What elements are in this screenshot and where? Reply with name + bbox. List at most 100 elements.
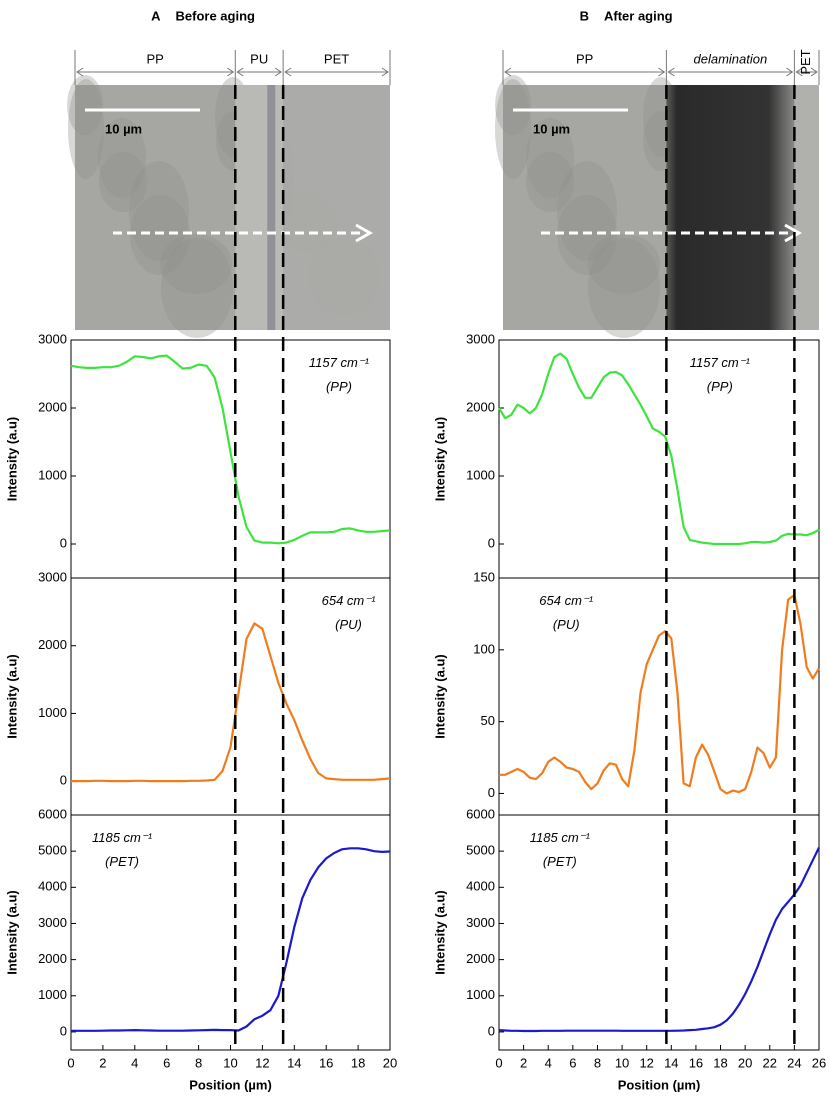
x-tick-label: 12: [255, 1055, 269, 1070]
x-tick-label: 2: [99, 1055, 106, 1070]
scan-arrow-head: [784, 223, 803, 243]
annotation: (PET): [105, 854, 139, 869]
texture: [160, 234, 232, 294]
y-tick-label: 5000: [38, 843, 67, 858]
pet-layer: [283, 85, 390, 330]
scale-bar-label: 10 µm: [533, 121, 570, 136]
region-arrow-head: [504, 67, 666, 77]
x-tick-label: 26: [812, 1055, 826, 1070]
annotation: 654 cm⁻¹: [539, 593, 593, 608]
panel-title: After aging: [604, 8, 673, 23]
scan-arrow-head: [355, 223, 374, 243]
region-arrow-head: [236, 67, 283, 77]
x-tick-label: 18: [713, 1055, 727, 1070]
x-tick-label: 2: [520, 1055, 527, 1070]
y-tick-label: 2000: [466, 951, 495, 966]
y-tick-label: 50: [481, 713, 495, 728]
y-axis-label: Intensity (a.u): [4, 417, 19, 502]
x-tick-label: 8: [195, 1055, 202, 1070]
y-tick-label: 2000: [466, 399, 495, 414]
x-tick-label: 20: [383, 1055, 397, 1070]
x-tick-label: 4: [131, 1055, 138, 1070]
pu-line: [267, 85, 276, 330]
texture: [588, 238, 660, 338]
x-axis-label: Position (µm): [189, 1077, 272, 1092]
texture: [130, 195, 190, 275]
region-arrow-head: [284, 67, 389, 77]
texture: [557, 161, 617, 261]
x-tick-label: 14: [287, 1055, 301, 1070]
plot-frame: [70, 339, 391, 579]
texture: [68, 79, 104, 179]
x-tick-label: 6: [569, 1055, 576, 1070]
data-line: [498, 847, 820, 1033]
data-line: [71, 622, 391, 783]
plot-frame: [498, 577, 820, 816]
y-tick-label: 0: [60, 1023, 67, 1038]
y-axis-label: Intensity (a.u): [432, 890, 447, 975]
region-arrow-head: [76, 67, 235, 77]
y-tick-label: 3000: [466, 331, 495, 346]
texture: [526, 152, 574, 212]
x-tick-label: 10: [223, 1055, 237, 1070]
x-tick-label: 16: [319, 1055, 333, 1070]
region-label: PP: [576, 51, 593, 66]
x-tick-label: 10: [615, 1055, 629, 1070]
annotation: (PP): [326, 379, 352, 394]
texture: [588, 234, 660, 294]
texture: [161, 238, 233, 338]
region-label: delamination: [694, 51, 768, 66]
panel-title: Before aging: [176, 8, 256, 23]
x-tick-label: 6: [163, 1055, 170, 1070]
annotation: 1185 cm⁻¹: [92, 830, 153, 845]
panel-label: B: [580, 8, 589, 23]
y-tick-label: 4000: [38, 879, 67, 894]
y-tick-label: 1000: [466, 467, 495, 482]
region-label: PET: [798, 49, 813, 74]
panel-label: A: [151, 8, 161, 23]
y-tick-label: 0: [488, 1023, 495, 1038]
y-tick-label: 3000: [466, 915, 495, 930]
y-axis-label: Intensity (a.u): [4, 890, 19, 975]
y-tick-label: 2000: [38, 637, 67, 652]
data-line: [498, 352, 820, 546]
x-tick-label: 22: [763, 1055, 777, 1070]
pu-layer: [235, 85, 284, 330]
x-tick-label: 0: [495, 1055, 502, 1070]
y-tick-label: 0: [60, 773, 67, 788]
annotation: (PU): [553, 617, 580, 632]
annotation: (PET): [543, 854, 577, 869]
x-tick-label: 8: [594, 1055, 601, 1070]
x-tick-label: 0: [67, 1055, 74, 1070]
x-tick-label: 16: [689, 1055, 703, 1070]
data-line: [71, 847, 391, 1032]
x-tick-label: 12: [639, 1055, 653, 1070]
y-tick-label: 2000: [38, 399, 67, 414]
y-tick-label: 1000: [38, 467, 67, 482]
texture: [495, 75, 531, 135]
region-label: PET: [324, 51, 349, 66]
x-tick-label: 20: [738, 1055, 752, 1070]
x-tick-label: 4: [545, 1055, 552, 1070]
region-arrow-head: [667, 67, 794, 77]
y-axis-label: Intensity (a.u): [4, 654, 19, 739]
y-tick-label: 3000: [38, 915, 67, 930]
texture: [98, 118, 146, 198]
y-tick-label: 6000: [466, 806, 495, 821]
y-tick-label: 5000: [466, 843, 495, 858]
y-tick-label: 0: [488, 785, 495, 800]
y-tick-label: 1000: [38, 987, 67, 1002]
plot-frame: [498, 814, 820, 1051]
y-tick-label: 1000: [38, 705, 67, 720]
region-label: PP: [146, 51, 163, 66]
texture: [129, 161, 189, 261]
delamination-gap: [666, 85, 795, 330]
x-tick-label: 24: [787, 1055, 801, 1070]
texture: [557, 195, 617, 275]
annotation: (PP): [707, 379, 733, 394]
pet-layer: [794, 85, 819, 330]
annotation: (PU): [335, 617, 362, 632]
y-tick-label: 2000: [38, 951, 67, 966]
y-tick-label: 4000: [466, 879, 495, 894]
